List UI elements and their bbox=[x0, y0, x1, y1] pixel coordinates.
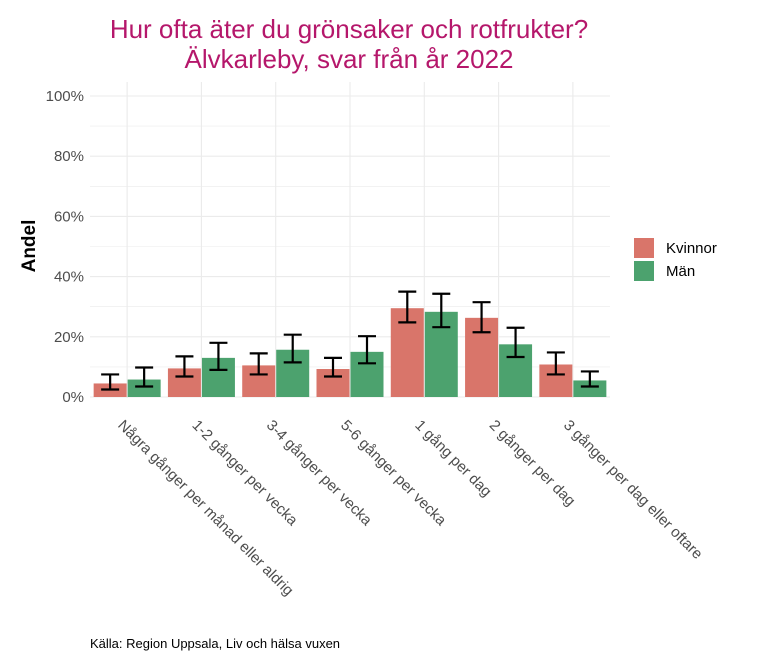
chart-title: Hur ofta äter du grönsaker och rotfrukte… bbox=[110, 14, 588, 44]
legend: Kvinnor Män bbox=[634, 238, 717, 281]
y-tick-label: 20% bbox=[54, 329, 84, 346]
bar-män bbox=[127, 379, 161, 397]
error-bars bbox=[101, 290, 599, 391]
y-axis-label: Andel bbox=[19, 220, 40, 273]
legend-key-män bbox=[634, 261, 654, 281]
grid bbox=[90, 82, 610, 398]
source-caption: Källa: Region Uppsala, Liv och hälsa vux… bbox=[90, 636, 341, 651]
legend-label: Kvinnor bbox=[666, 240, 717, 257]
bars bbox=[93, 308, 607, 397]
y-tick-label: 40% bbox=[54, 269, 84, 286]
legend-label: Män bbox=[666, 263, 695, 280]
chart-subtitle: Älvkarleby, svar från år 2022 bbox=[185, 44, 514, 74]
x-tick-label: 1 gång per dag bbox=[411, 417, 494, 500]
y-tick-label: 60% bbox=[54, 208, 84, 225]
legend-key-kvinnor bbox=[634, 238, 654, 258]
y-tick-label: 0% bbox=[62, 389, 84, 406]
bar-män bbox=[573, 380, 607, 397]
y-axis-ticks: 0% 20% 40% 60% 80% 100% bbox=[46, 88, 84, 406]
y-tick-label: 100% bbox=[46, 88, 84, 105]
x-tick-label: 3 gånger per dag eller oftare bbox=[560, 417, 706, 563]
y-tick-label: 80% bbox=[54, 148, 84, 165]
